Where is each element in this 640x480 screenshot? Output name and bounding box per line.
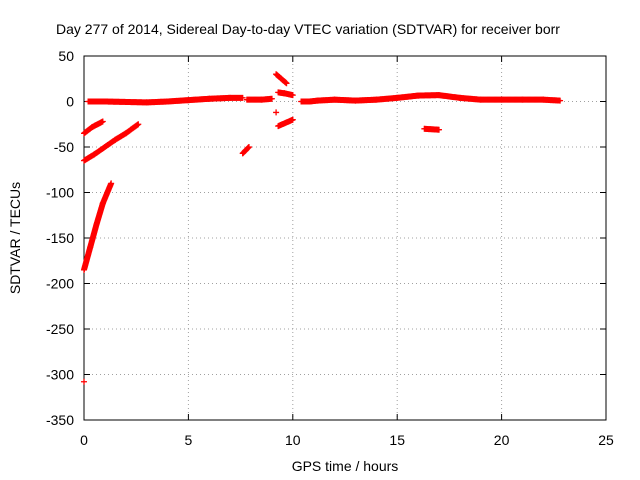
x-tick-label: 15 bbox=[389, 432, 405, 448]
y-axis-title: SDTVAR / TECUs bbox=[7, 182, 23, 294]
y-tick-label: -50 bbox=[54, 139, 74, 155]
data-point bbox=[135, 121, 142, 128]
chart-title: Day 277 of 2014, Sidereal Day-to-day VTE… bbox=[56, 21, 560, 37]
data-point bbox=[289, 116, 296, 123]
data-point bbox=[245, 144, 252, 150]
data-point bbox=[108, 180, 115, 187]
y-tick-label: -250 bbox=[46, 321, 74, 337]
y-tick-label: -200 bbox=[46, 276, 74, 292]
x-tick-label: 10 bbox=[285, 432, 301, 448]
data-point bbox=[283, 80, 290, 87]
x-axis-title: GPS time / hours bbox=[292, 458, 399, 474]
x-tick-label: 0 bbox=[80, 432, 88, 448]
data-point bbox=[239, 94, 246, 101]
data-point bbox=[557, 97, 564, 104]
data-point bbox=[289, 92, 296, 99]
y-tick-label: -100 bbox=[46, 185, 74, 201]
data-point bbox=[268, 95, 275, 102]
y-tick-label: 0 bbox=[66, 94, 74, 110]
data-point bbox=[435, 126, 442, 133]
axis-ticks: 0 5 10 15 20 25 50 0 -50 -100 -150 -200 -250 -300 -350 bbox=[46, 48, 614, 448]
data-point bbox=[81, 378, 87, 385]
data-point bbox=[99, 118, 106, 125]
y-tick-label: 50 bbox=[58, 48, 74, 64]
x-tick-label: 25 bbox=[598, 432, 614, 448]
y-tick-label: -350 bbox=[46, 412, 74, 428]
x-tick-label: 20 bbox=[494, 432, 510, 448]
y-tick-label: -150 bbox=[46, 230, 74, 246]
data-point bbox=[273, 109, 280, 116]
x-tick-label: 5 bbox=[185, 432, 193, 448]
y-tick-label: -300 bbox=[46, 367, 74, 383]
data-points bbox=[81, 71, 564, 385]
grid-lines bbox=[84, 56, 606, 420]
